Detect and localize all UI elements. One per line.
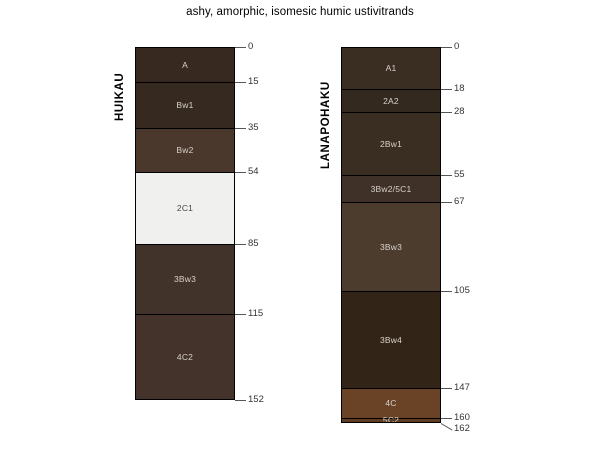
depth-leader-line bbox=[441, 174, 452, 176]
depth-value: 105 bbox=[454, 284, 470, 296]
horizon-label: 2C1 bbox=[176, 203, 194, 214]
horizon-label: 3Bw3 bbox=[173, 274, 197, 285]
soil-horizon: A1 bbox=[342, 48, 440, 90]
depth-value: 0 bbox=[454, 41, 460, 52]
pedon-name-label: HUIKAU bbox=[114, 72, 126, 121]
depth-value: 35 bbox=[248, 122, 259, 134]
horizon-label: A1 bbox=[385, 63, 397, 74]
horizon-label: 3Bw3 bbox=[379, 241, 403, 252]
profile-column: A1 2A2 2Bw1 3Bw2/5C1 3Bw3 3Bw4 4C 5C2 bbox=[341, 47, 441, 423]
depth-leader-line bbox=[441, 111, 452, 113]
horizon-label: Bw2 bbox=[176, 145, 194, 156]
soil-horizon: 5C2 bbox=[342, 415, 440, 423]
pedon-name-label: LANAPOHAKU bbox=[320, 81, 332, 169]
soil-horizon: Bw1 bbox=[136, 82, 234, 130]
depth-value: 0 bbox=[248, 41, 254, 52]
depth-value: 147 bbox=[454, 382, 470, 394]
depth-value: 115 bbox=[248, 307, 264, 319]
horizon-label: 2A2 bbox=[383, 95, 399, 106]
horizon-label: 3Bw2/5C1 bbox=[370, 183, 412, 194]
depth-value: 54 bbox=[248, 166, 259, 178]
soil-horizon: 3Bw3 bbox=[136, 245, 234, 315]
soil-horizon: 2A2 bbox=[342, 89, 440, 113]
depth-leader-line bbox=[440, 422, 453, 431]
soil-horizon: 4C2 bbox=[136, 314, 234, 399]
depth-leader-line bbox=[235, 81, 246, 83]
depth-leader-line bbox=[235, 172, 246, 174]
depth-leader-line bbox=[235, 313, 246, 315]
profile-column: A Bw1 Bw2 2C1 3Bw3 4C2 bbox=[135, 47, 235, 400]
depth-leader-line bbox=[441, 88, 452, 90]
horizon-label: 4C2 bbox=[176, 352, 194, 363]
depth-value: 55 bbox=[454, 168, 465, 180]
depth-leader-line bbox=[235, 47, 246, 48]
depth-leader-line bbox=[441, 290, 452, 292]
soil-horizon: A bbox=[136, 48, 234, 83]
page-title: ashy, amorphic, isomesic humic ustivitra… bbox=[186, 6, 414, 18]
depth-leader-line bbox=[441, 418, 452, 420]
depth-leader-line bbox=[441, 202, 452, 204]
soil-horizon: 4C bbox=[342, 389, 440, 420]
depth-leader-line bbox=[235, 399, 246, 401]
horizon-label: Bw1 bbox=[176, 100, 194, 111]
horizon-label: 4C bbox=[385, 398, 397, 409]
depth-value: 160 bbox=[454, 412, 470, 424]
depth-value: 67 bbox=[454, 196, 465, 208]
soil-horizon: 3Bw2/5C1 bbox=[342, 175, 440, 204]
soil-horizon: Bw2 bbox=[136, 129, 234, 174]
horizon-label: 5C2 bbox=[382, 415, 400, 423]
soil-horizon: 2Bw1 bbox=[342, 112, 440, 176]
soil-horizon: 3Bw3 bbox=[342, 203, 440, 292]
soil-horizon: 3Bw4 bbox=[342, 291, 440, 390]
depth-leader-line bbox=[235, 244, 246, 246]
depth-value: 152 bbox=[248, 393, 264, 405]
horizon-label: A bbox=[182, 59, 188, 70]
horizon-label: 2Bw1 bbox=[379, 138, 403, 149]
depth-value: 18 bbox=[454, 82, 465, 94]
depth-value: 85 bbox=[248, 238, 259, 250]
depth-value: 15 bbox=[248, 75, 259, 87]
depth-leader-line bbox=[235, 128, 246, 130]
horizon-label: 3Bw4 bbox=[379, 334, 403, 345]
depth-leader-line bbox=[441, 388, 452, 390]
depth-value: 28 bbox=[454, 105, 465, 117]
soil-horizon: 2C1 bbox=[136, 173, 234, 246]
depth-value: 162 bbox=[454, 423, 470, 435]
depth-leader-line bbox=[441, 47, 452, 48]
